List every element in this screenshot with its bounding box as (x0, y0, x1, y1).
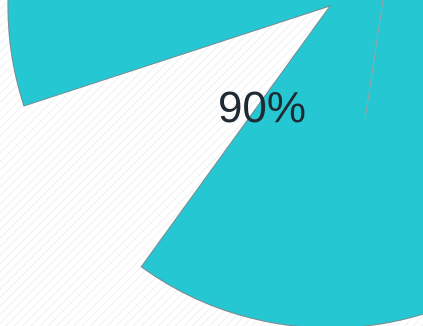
leader-line (364, 0, 384, 121)
pie-slices (7, 0, 423, 326)
pie-slice (7, 0, 423, 326)
slice-data-label: 90% (218, 83, 306, 132)
